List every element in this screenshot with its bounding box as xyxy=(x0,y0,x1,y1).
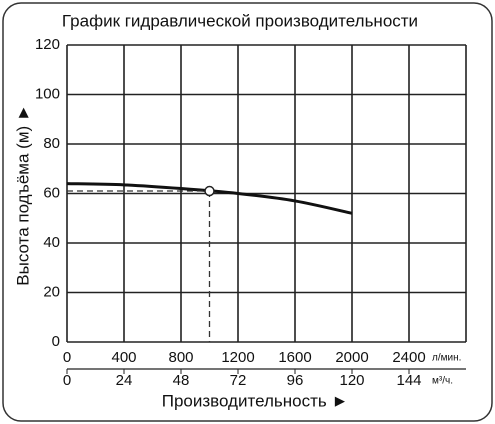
x2-tick-label: 72 xyxy=(230,372,247,389)
chart-title: График гидравлической производительности xyxy=(62,11,418,30)
x-axis-title: Производительность ► xyxy=(162,391,349,410)
x-tick-label: 1600 xyxy=(278,349,311,366)
x-tick-label: 2000 xyxy=(335,349,368,366)
y-tick-label: 60 xyxy=(43,184,60,201)
x2-tick-label: 96 xyxy=(287,372,304,389)
x2-tick-label: 48 xyxy=(173,372,190,389)
x-tick-label: 2400 xyxy=(392,349,425,366)
y-tick-label: 80 xyxy=(43,135,60,152)
y-tick-label: 120 xyxy=(35,36,60,53)
x-tick-label: 400 xyxy=(111,349,136,366)
x-unit: л/мин. xyxy=(432,353,461,364)
y-tick-label: 0 xyxy=(52,333,60,350)
y-tick-label: 20 xyxy=(43,283,60,300)
x-tick-label: 0 xyxy=(63,349,71,366)
x-tick-label: 1200 xyxy=(221,349,254,366)
x2-unit: м³/ч. xyxy=(432,376,453,387)
x2-tick-label: 120 xyxy=(339,372,364,389)
x2-tick-label: 144 xyxy=(396,372,421,389)
x2-tick-label: 24 xyxy=(116,372,133,389)
operating-point xyxy=(204,185,215,197)
y-tick-label: 40 xyxy=(43,234,60,251)
x2-tick-label: 0 xyxy=(63,372,71,389)
x-tick-label: 800 xyxy=(168,349,193,366)
y-tick-label: 100 xyxy=(35,85,60,102)
y-axis-title: Высота подъёма (м) ► xyxy=(13,104,32,285)
